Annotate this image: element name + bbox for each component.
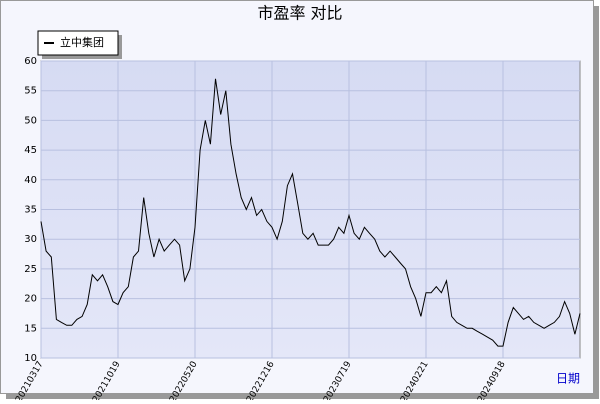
y-tick-label: 55 xyxy=(24,86,37,97)
y-tick-label: 25 xyxy=(24,264,37,275)
y-tick-label: 45 xyxy=(24,145,37,156)
y-tick-label: 10 xyxy=(24,353,37,364)
x-axis-label: 日期 xyxy=(556,372,580,386)
y-tick-label: 30 xyxy=(24,234,37,245)
y-tick-label: 50 xyxy=(24,115,37,126)
frame-shadow xyxy=(6,394,599,399)
legend: 立中集团 xyxy=(37,30,122,59)
y-tick-label: 60 xyxy=(24,56,37,67)
line xyxy=(40,78,581,347)
y-tick-label: 40 xyxy=(24,175,37,186)
frame-shadow xyxy=(594,6,599,399)
y-tick-label: 20 xyxy=(24,294,37,305)
y-tick-label: 15 xyxy=(24,323,37,334)
chart-title: 市盈率 对比 xyxy=(257,4,342,23)
y-tick-label: 35 xyxy=(24,205,37,216)
legend-label: 立中集团 xyxy=(60,35,104,49)
